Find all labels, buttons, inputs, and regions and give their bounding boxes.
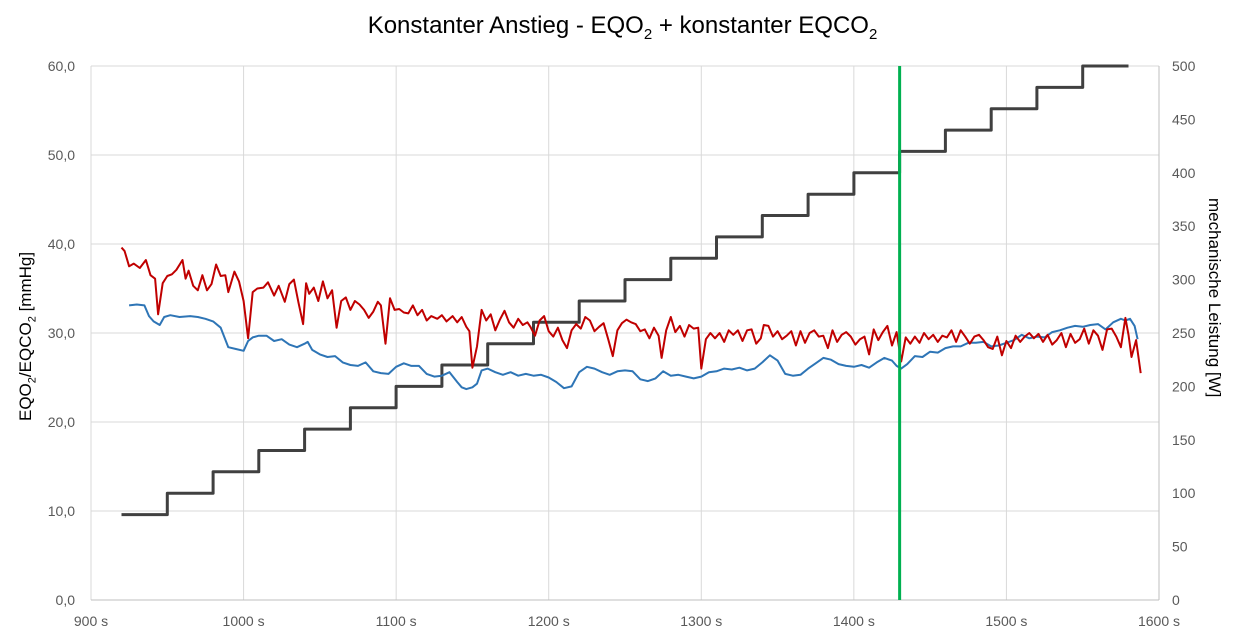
y-right-tick-label: 0: [1172, 592, 1180, 608]
y-axis-left-label: EQO2/EQCO2 [mmHg]: [16, 251, 39, 421]
x-tick-label: 1200 s: [528, 613, 570, 629]
y-left-tick-label: 0,0: [56, 592, 76, 608]
y-right-tick-label: 150: [1172, 432, 1196, 448]
x-tick-label: 1600 s: [1138, 613, 1180, 629]
y-right-tick-label: 450: [1172, 111, 1196, 127]
y-left-tick-label: 60,0: [48, 58, 75, 74]
series-line-eqo2: [120, 246, 1142, 374]
x-tick-label: 1300 s: [680, 613, 722, 629]
y-left-tick-label: 10,0: [48, 503, 75, 519]
y-right-tick-label: 350: [1172, 218, 1196, 234]
y-right-tick-label: 500: [1172, 58, 1196, 74]
y-right-tick-label: 400: [1172, 165, 1196, 181]
x-tick-label: 900 s: [74, 613, 108, 629]
y-right-tick-label: 200: [1172, 378, 1196, 394]
x-tick-label: 1500 s: [985, 613, 1027, 629]
y-right-tick-label: 300: [1172, 272, 1196, 288]
y-left-tick-label: 40,0: [48, 236, 75, 252]
y-left-tick-label: 20,0: [48, 414, 75, 430]
series-line-eqco2: [128, 303, 1139, 391]
gridlines: [90, 65, 1160, 601]
chart-title: Konstanter Anstieg - EQO2 + konstanter E…: [367, 12, 878, 43]
y-right-tick-label: 100: [1172, 485, 1196, 501]
y-axis-right-label: mechanische Leistung [W]: [1205, 198, 1224, 398]
x-tick-label: 1400 s: [833, 613, 875, 629]
y-left-tick-label: 30,0: [48, 325, 75, 341]
series-lines: [120, 64, 1142, 600]
x-tick-label: 1100 s: [376, 613, 417, 629]
y-right-tick-label: 250: [1172, 325, 1196, 341]
y-right-tick-label: 50: [1172, 539, 1188, 555]
axes: [91, 66, 1160, 601]
tick-labels: 0,0 10,0 20,0 30,0 40,0 50,0 60,0 900 s 1000 s 11…: [48, 58, 1196, 629]
x-tick-label: 1000 s: [223, 613, 265, 629]
y-left-tick-label: 50,0: [48, 147, 75, 163]
series-line-power: [121, 64, 1129, 517]
